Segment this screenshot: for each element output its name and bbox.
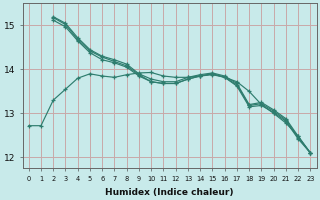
X-axis label: Humidex (Indice chaleur): Humidex (Indice chaleur)	[105, 188, 234, 197]
